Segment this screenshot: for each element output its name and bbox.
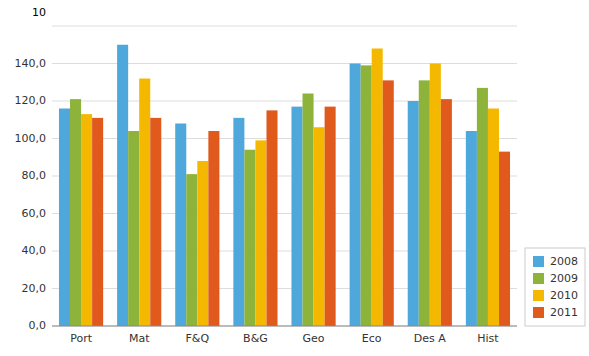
bar	[266, 110, 277, 326]
bar	[361, 65, 372, 326]
legend-label: 2009	[550, 272, 578, 285]
bar	[175, 124, 186, 327]
legend-label: 2008	[550, 255, 578, 268]
x-tick-label: Des A	[414, 332, 446, 345]
grid	[52, 26, 517, 326]
chart-svg: 0,0 20,0 40,0 60,0 80,0 100,0 120,0 140,0 10 Port…	[0, 0, 589, 356]
bar	[303, 94, 314, 327]
bar-series	[92, 80, 510, 326]
legend-label: 2010	[550, 289, 578, 302]
y-tick-label: 60,0	[22, 207, 47, 220]
x-tick-label: Port	[70, 332, 92, 345]
x-tick-label: Mat	[129, 332, 150, 345]
bar	[314, 127, 325, 326]
y-tick-label: 120,0	[15, 94, 47, 107]
bar-series	[59, 45, 477, 326]
bar	[325, 107, 336, 326]
bar	[117, 45, 128, 326]
bar	[59, 109, 70, 327]
y-tick-label: 140,0	[15, 57, 47, 70]
bar	[383, 80, 394, 326]
bar	[244, 150, 255, 326]
bar	[499, 152, 510, 326]
grid-line	[52, 326, 517, 327]
y-axis: 0,0 20,0 40,0 60,0 80,0 100,0 120,0 140,0	[15, 57, 47, 333]
bar	[70, 99, 81, 326]
y-tick-label: 100,0	[15, 132, 47, 145]
bar	[419, 80, 430, 326]
bar	[197, 161, 208, 326]
y-tick-label: 80,0	[22, 169, 47, 182]
bar-series	[81, 49, 499, 327]
legend-swatch	[533, 307, 544, 318]
x-tick-label: F&Q	[186, 332, 210, 345]
bar	[350, 64, 361, 327]
bar	[208, 131, 219, 326]
bar	[291, 107, 302, 326]
annotation: 10	[32, 6, 46, 19]
page: {"chart_data": { "type": "bar", "categor…	[0, 0, 589, 356]
legend-swatch	[533, 290, 544, 301]
bar	[255, 140, 266, 326]
bar	[186, 174, 197, 326]
legend-frame	[525, 248, 585, 326]
bar	[441, 99, 452, 326]
grid-line	[52, 26, 517, 27]
bar	[81, 114, 92, 326]
x-axis-line	[52, 326, 517, 327]
legend: 2008 2009 2010 2011	[525, 248, 585, 326]
x-tick-label: Geo	[303, 332, 325, 345]
bar	[150, 118, 161, 326]
y-tick-label: 40,0	[22, 244, 47, 257]
bar	[139, 79, 150, 327]
y-tick-label: 0,0	[29, 319, 47, 332]
x-tick-label: Eco	[362, 332, 382, 345]
legend-label: 2011	[550, 306, 578, 319]
x-axis: Port Mat F&Q B&G Geo Eco Des A Hist	[70, 332, 499, 345]
chart-container: 0,0 20,0 40,0 60,0 80,0 100,0 120,0 140,0 10 Port…	[0, 0, 589, 356]
bar	[477, 88, 488, 326]
bar	[128, 131, 139, 326]
bar	[92, 118, 103, 326]
legend-swatch	[533, 273, 544, 284]
bar	[372, 49, 383, 327]
bars	[59, 45, 510, 326]
x-tick-label: B&G	[243, 332, 268, 345]
x-tick-label: Hist	[477, 332, 499, 345]
legend-swatch	[533, 256, 544, 267]
bar	[408, 101, 419, 326]
bar-series	[70, 65, 488, 326]
bar	[466, 131, 477, 326]
bar	[233, 118, 244, 326]
bar	[430, 64, 441, 327]
y-tick-label: 20,0	[22, 282, 47, 295]
bar	[488, 109, 499, 327]
